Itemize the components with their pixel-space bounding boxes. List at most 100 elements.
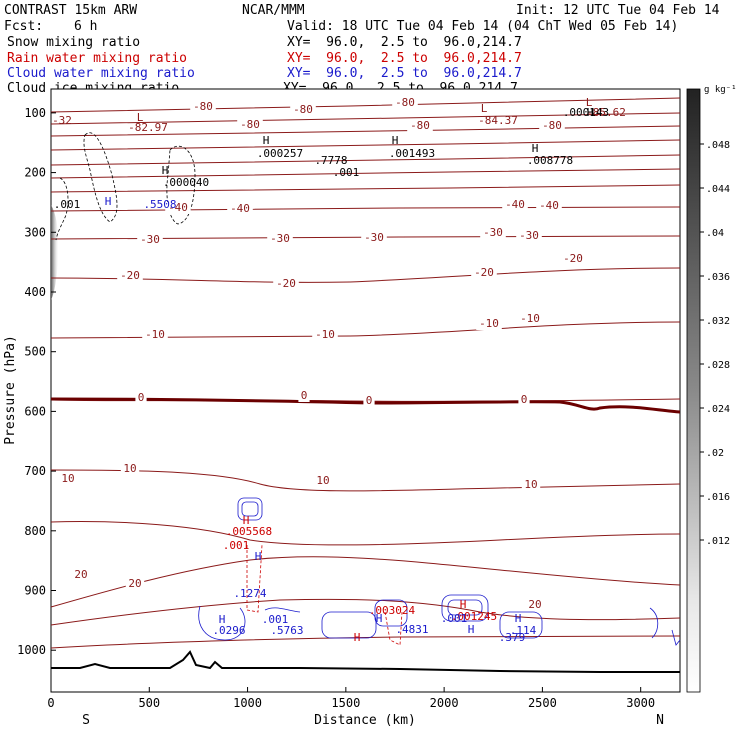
valid-time: Valid: 18 UTC Tue 04 Feb 14 (04 ChT Wed … [287,19,679,34]
isotherm-label: -40 [539,199,559,212]
isotherm-label: 10 [524,478,537,491]
field-xy-snow: XY= 96.0, 2.5 to 96.0,214.7 [287,35,522,50]
isotherm-line [50,556,681,608]
field-annotation: -32 [52,114,72,127]
field-xy-cloud-water: XY= 96.0, 2.5 to 96.0,214.7 [287,66,522,81]
rain-contour [246,544,263,613]
cloud-water-contour [264,607,301,613]
plot-frame [50,88,681,693]
field-annotation: H [532,142,539,155]
field-annotation: H [243,514,250,527]
field-name-snow: Snow mixing ratio [7,35,141,50]
contour-label-bg [137,234,163,246]
field-annotation: L [481,102,488,115]
isotherm-line [50,139,681,151]
isotherm-label: -20 [120,269,140,282]
field-annotation: H [468,623,475,636]
contour-label-bg [190,101,216,113]
y-tick-label: 700 [24,464,46,478]
colorbar-tick-label: .048 [706,140,730,151]
isotherm-label: 20 [128,577,141,590]
isotherm-label: -30 [140,233,160,246]
isotherm-line [50,97,681,113]
field-xy-rain: XY= 96.0, 2.5 to 96.0,214.7 [287,51,522,66]
contour-label-bg [476,318,502,330]
contour-label-bg [363,395,375,407]
contour-label-bg [517,313,543,325]
x-axis: 0 500 1000 1500 2000 2500 3000 Distance (km) S N [47,687,664,728]
colorbar-tick-label: .016 [706,492,730,503]
isotherm-label: -30 [270,232,290,245]
field-annotation: L [586,96,593,109]
isotherm-label: -30 [519,229,539,242]
field-annotation: H [376,612,383,625]
isotherm-line [50,184,681,193]
field-annotation: H [392,134,399,147]
colorbar [686,88,701,693]
field-annotation: H [460,598,467,611]
x-tick-label: 500 [138,696,160,710]
cloud-water-contour [671,629,681,646]
isotherm-line [50,267,681,283]
y-tick-label: 800 [24,524,46,538]
isotherm-label: 20 [528,598,541,611]
x-tick-label: 1500 [331,696,360,710]
contour-label-bg [135,392,147,404]
contour-labels: -80 -80 -80 -80 -80 -80 -40 -40 -40 -40 -30 -30 -30 -… [52,96,626,644]
cloud-water-contours [198,497,681,646]
contour-label-bg [536,200,562,212]
isotherm-label: -10 [479,317,499,330]
isotherm-line [50,635,681,649]
contour-label-bg [516,230,542,242]
init-time: Init: 12 UTC Tue 04 Feb 14 [516,3,720,18]
field-name-cloud-water: Cloud water mixing ratio [7,66,195,81]
forecast-label: Fcst: [4,19,44,34]
isotherm-line [50,125,681,137]
field-annotation: .7778 [314,154,347,167]
field-annotation: H [219,613,226,626]
isotherm-label: -80 [240,118,260,131]
contour-label-bg [392,97,418,109]
contour-label-bg [502,199,528,211]
isotherm-label: -30 [483,226,503,239]
y-tick-label: 900 [24,584,46,598]
snow-shading [51,205,59,300]
isotherm-line [50,168,681,179]
y-tick-label: 200 [24,166,46,180]
colorbar-tick-label: .032 [706,316,730,327]
x-tick-label: 2500 [528,696,557,710]
isotherm-label: -20 [563,252,583,265]
cloud-water-contour [441,594,489,622]
field-annotation: .5508 [143,198,176,211]
colorbar-tick-label: .02 [706,448,724,459]
field-annotation: L [137,111,144,124]
isotherm-label: -80 [542,119,562,132]
isotherm-label: 10 [316,474,329,487]
isotherm-label: 10 [61,472,74,485]
field-annotation: .001 [223,539,250,552]
contour-label-bg [361,232,387,244]
isotherm-line [50,469,681,492]
isotherm-label: -80 [395,96,415,109]
colorbar-tick-label: .04 [706,228,724,239]
contour-label-bg [518,394,530,406]
colorbar-tick-label: .012 [706,536,730,547]
isotherm-label: -80 [193,100,213,113]
isotherm-line [50,521,681,546]
isotherm-label: -10 [520,312,540,325]
isotherm-label: -20 [474,266,494,279]
contour-label-bg [480,227,506,239]
x-axis-title: Distance (km) [314,713,416,728]
isotherm-label: 0 [521,393,528,406]
y-tick-label: 500 [24,345,46,359]
contour-label-bg [125,578,145,590]
x-tick-label: 2000 [430,696,459,710]
y-axis-title: Pressure (hPa) [3,335,18,445]
field-name-rain: Rain water mixing ratio [7,51,188,66]
field-annotation: .4831 [395,623,428,636]
y-tick-label: 400 [24,285,46,299]
rain-contour [384,611,403,646]
y-tick-label: 600 [24,404,46,418]
contour-label-bg [273,278,299,290]
field-annotation: .5763 [270,624,303,637]
